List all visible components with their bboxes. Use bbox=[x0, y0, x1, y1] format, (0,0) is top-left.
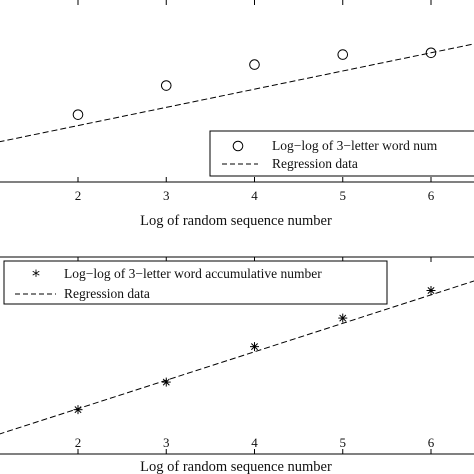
bottom-legend: * Log−log of 3−letter word accumulative … bbox=[3, 260, 388, 305]
top-x-tick-label: 6 bbox=[428, 188, 435, 203]
top-x-axis-label: Log of random sequence number bbox=[140, 213, 332, 229]
bottom-data-point bbox=[250, 342, 259, 352]
bottom-x-tick-label: 3 bbox=[163, 435, 170, 450]
bottom-x-tick-label: 2 bbox=[75, 435, 82, 450]
top-data-point bbox=[425, 47, 437, 59]
top-x-tick-label: 2 bbox=[75, 188, 82, 203]
top-data-point bbox=[249, 59, 260, 70]
bottom-x-ticks: 2 3 4 5 6 bbox=[75, 257, 435, 454]
top-data-point bbox=[160, 80, 172, 91]
bottom-data-point bbox=[73, 405, 83, 415]
top-legend-series-2-label: Regression data bbox=[272, 156, 358, 171]
bottom-legend-series-1-label: Log−log of 3−letter word accumulative nu… bbox=[64, 266, 322, 281]
bottom-legend-series-2-label: Regression data bbox=[64, 286, 150, 301]
bottom-axes-frame bbox=[0, 256, 474, 455]
bottom-legend-asterisk-marker-icon: * bbox=[32, 266, 40, 285]
top-legend-circle-marker-icon bbox=[232, 140, 244, 152]
bottom-legend-box bbox=[3, 260, 388, 305]
top-axes-frame bbox=[0, 181, 474, 183]
bottom-x-tick-label: 4 bbox=[251, 435, 258, 450]
top-x-ticks: 2 3 4 5 6 bbox=[75, 0, 435, 203]
bottom-data-point bbox=[338, 313, 348, 323]
top-data-point bbox=[337, 49, 349, 60]
bottom-data-point bbox=[426, 285, 436, 295]
bottom-panel: 2 3 4 5 6 Log of random sequence number * Lo… bbox=[0, 256, 474, 474]
bottom-x-axis-label: Log of random sequence number bbox=[140, 459, 332, 474]
bottom-x-tick-label: 5 bbox=[340, 435, 347, 450]
top-data-point bbox=[72, 109, 84, 120]
top-x-tick-label: 4 bbox=[251, 188, 258, 203]
top-legend-series-1-label: Log−log of 3−letter word num bbox=[272, 138, 438, 153]
top-regression-line bbox=[0, 43, 474, 143]
bottom-x-tick-label: 6 bbox=[428, 435, 435, 450]
top-legend: Log−log of 3−letter word num Regression … bbox=[209, 130, 474, 177]
bottom-points bbox=[73, 285, 436, 415]
top-x-tick-label: 3 bbox=[163, 188, 170, 203]
top-regression-line-group bbox=[0, 43, 474, 143]
top-points bbox=[72, 47, 437, 120]
top-panel: 2 3 4 5 6 Log of random sequence number Log−… bbox=[0, 0, 474, 229]
bottom-data-point bbox=[161, 377, 171, 387]
top-legend-box bbox=[209, 130, 474, 177]
top-x-tick-label: 5 bbox=[340, 188, 347, 203]
